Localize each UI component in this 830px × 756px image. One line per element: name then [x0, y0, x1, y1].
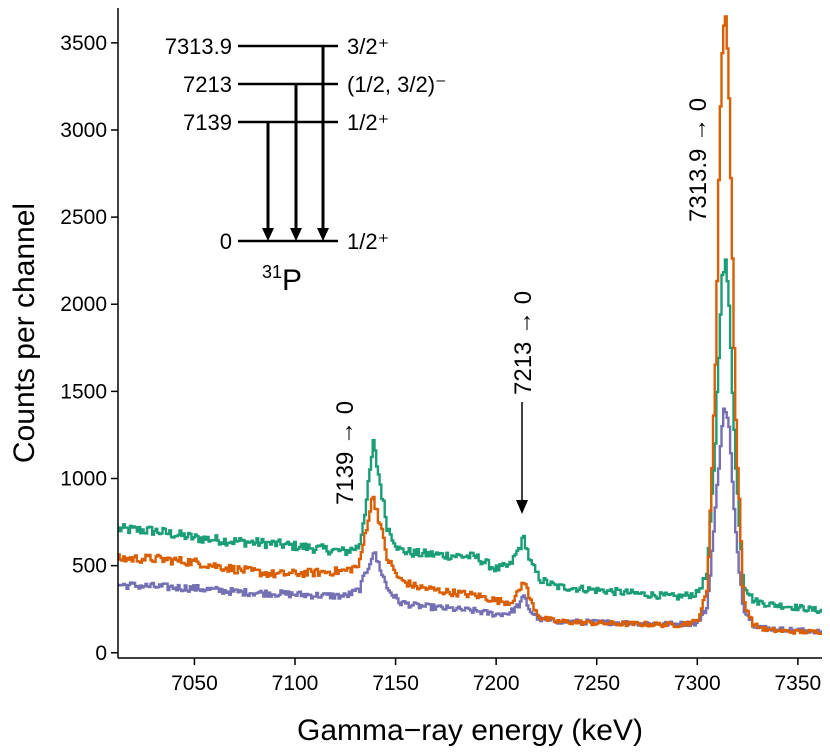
- nucleus-mass-number: 31: [262, 262, 282, 282]
- annotation-7313-9: 7313.9 → 0: [685, 98, 712, 222]
- y-tick-label-2500: 2500: [60, 206, 107, 229]
- y-tick-label-1000: 1000: [60, 468, 107, 491]
- transition-arrowhead-7139: [262, 228, 274, 241]
- x-axis-title: Gamma−ray energy (keV): [297, 714, 643, 747]
- x-tick-label-7150: 7150: [372, 672, 419, 695]
- y-axis-title: Counts per channel: [8, 203, 41, 463]
- tick-layer: 7050 7100 7150 7200 7250 7300 7350 0 500 1000 1500…: [60, 32, 821, 695]
- annotation-7213-arrowhead: [516, 500, 528, 514]
- y-tick-label-0: 0: [95, 642, 107, 665]
- series-layer: [118, 15, 822, 635]
- y-tick-label-500: 500: [72, 555, 107, 578]
- series-line-3: [118, 407, 822, 635]
- nucleus-symbol: P: [282, 264, 302, 297]
- level-energy-7213: 7213: [183, 72, 232, 97]
- annotation-7213: 7213 → 0: [510, 291, 537, 395]
- annotation-7139: 7139 → 0: [332, 401, 359, 505]
- series-line-2: [118, 15, 822, 635]
- x-tick-label-7100: 7100: [272, 672, 319, 695]
- level-energy-7313-9: 7313.9: [165, 34, 232, 59]
- nucleus-label: 31P: [262, 262, 302, 297]
- x-tick-label-7050: 7050: [171, 672, 218, 695]
- y-tick-label-3000: 3000: [60, 119, 107, 142]
- level-scheme: 7313.9 7213 7139 0 3/2⁺ (1/2, 3/2)⁻ 1/2⁺…: [165, 34, 447, 297]
- level-spin-7313-9: 3/2⁺: [347, 34, 389, 59]
- x-tick-label-7250: 7250: [573, 672, 620, 695]
- level-spin-7139: 1/2⁺: [347, 110, 389, 135]
- level-energy-7139: 7139: [183, 110, 232, 135]
- level-spin-ground: 1/2⁺: [347, 229, 389, 254]
- series-line-1: [118, 258, 822, 614]
- x-tick-label-7200: 7200: [473, 672, 520, 695]
- x-tick-label-7350: 7350: [775, 672, 822, 695]
- level-energy-ground: 0: [220, 229, 232, 254]
- transition-arrowhead-7313-9: [317, 228, 329, 241]
- transition-arrowhead-7213: [290, 228, 302, 241]
- level-spin-7213: (1/2, 3/2)⁻: [347, 72, 447, 97]
- y-tick-label-3500: 3500: [60, 32, 107, 55]
- x-tick-label-7300: 7300: [674, 672, 721, 695]
- y-tick-label-1500: 1500: [60, 380, 107, 403]
- y-tick-label-2000: 2000: [60, 293, 107, 316]
